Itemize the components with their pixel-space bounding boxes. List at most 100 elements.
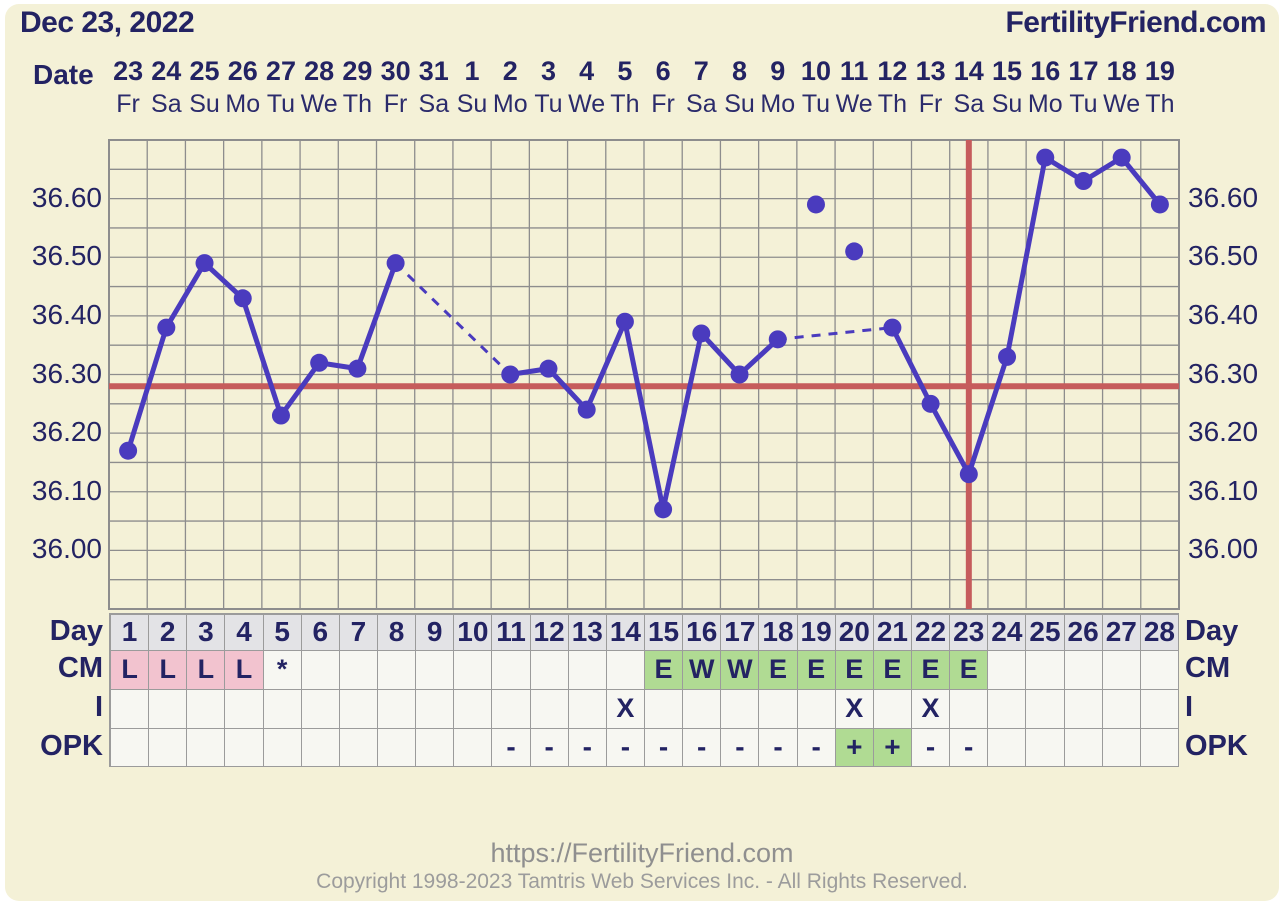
intercourse-cell-day-12[interactable] <box>530 690 569 729</box>
opk-cell-day-24[interactable] <box>988 729 1027 767</box>
day-header-cell-14[interactable]: 14 <box>606 615 645 651</box>
day-header-cell-17[interactable]: 17 <box>721 615 760 651</box>
temp-point-day-21[interactable] <box>883 318 902 337</box>
cm-cell-day-24[interactable] <box>988 651 1027 690</box>
day-header-cell-2[interactable]: 2 <box>149 615 188 651</box>
temp-point-day-27[interactable] <box>1112 148 1131 167</box>
intercourse-cell-day-14[interactable]: X <box>606 690 645 729</box>
opk-cell-day-3[interactable] <box>187 729 226 767</box>
day-header-cell-27[interactable]: 27 <box>1102 615 1141 651</box>
day-header-cell-6[interactable]: 6 <box>301 615 340 651</box>
intercourse-cell-day-21[interactable] <box>873 690 912 729</box>
day-header-cell-24[interactable]: 24 <box>988 615 1027 651</box>
opk-cell-day-2[interactable] <box>149 729 188 767</box>
opk-cell-day-13[interactable]: - <box>568 729 607 767</box>
opk-cell-day-22[interactable]: - <box>911 729 951 767</box>
day-header-cell-7[interactable]: 7 <box>339 615 378 651</box>
day-header-cell-16[interactable]: 16 <box>683 615 722 651</box>
temp-point-day-5[interactable] <box>271 406 290 425</box>
day-header-cell-9[interactable]: 9 <box>416 615 455 651</box>
intercourse-cell-day-23[interactable] <box>950 690 989 729</box>
day-header-cell-26[interactable]: 26 <box>1064 615 1103 651</box>
cm-cell-day-2[interactable]: L <box>149 651 188 690</box>
opk-cell-day-6[interactable] <box>301 729 340 767</box>
opk-cell-day-18[interactable]: - <box>759 729 798 767</box>
day-header-cell-28[interactable]: 28 <box>1140 615 1179 651</box>
opk-cell-day-28[interactable] <box>1140 729 1179 767</box>
intercourse-cell-day-3[interactable] <box>187 690 226 729</box>
opk-cell-day-14[interactable]: - <box>606 729 645 767</box>
intercourse-cell-day-22[interactable]: X <box>911 690 951 729</box>
day-header-cell-5[interactable]: 5 <box>263 615 302 651</box>
temp-point-day-22[interactable] <box>921 394 940 413</box>
cm-cell-day-28[interactable] <box>1140 651 1179 690</box>
opk-cell-day-7[interactable] <box>339 729 378 767</box>
opk-cell-day-8[interactable] <box>377 729 417 767</box>
opk-cell-day-23[interactable]: - <box>950 729 989 767</box>
temp-point-day-14[interactable] <box>615 312 634 331</box>
intercourse-cell-day-7[interactable] <box>339 690 378 729</box>
temp-point-day-12[interactable] <box>539 359 558 378</box>
opk-cell-day-10[interactable] <box>454 729 493 767</box>
day-header-cell-21[interactable]: 21 <box>873 615 912 651</box>
temp-point-day-7[interactable] <box>348 359 367 378</box>
cm-cell-day-16[interactable]: W <box>683 651 722 690</box>
temp-point-day-2[interactable] <box>157 318 176 337</box>
opk-cell-day-25[interactable] <box>1026 729 1065 767</box>
opk-cell-day-19[interactable]: - <box>797 729 836 767</box>
opk-cell-day-12[interactable]: - <box>530 729 569 767</box>
temp-point-day-8[interactable] <box>386 254 405 273</box>
intercourse-cell-day-4[interactable] <box>225 690 264 729</box>
intercourse-cell-day-10[interactable] <box>454 690 493 729</box>
day-header-cell-25[interactable]: 25 <box>1026 615 1065 651</box>
intercourse-cell-day-20[interactable]: X <box>835 690 874 729</box>
temp-point-day-15[interactable] <box>654 500 673 519</box>
temp-point-day-11[interactable] <box>501 365 520 384</box>
day-header-cell-1[interactable]: 1 <box>111 615 150 651</box>
temp-point-day-28[interactable] <box>1150 195 1169 214</box>
cm-cell-day-21[interactable]: E <box>873 651 912 690</box>
discarded-temp-point-day-20[interactable] <box>845 242 864 261</box>
intercourse-cell-day-17[interactable] <box>721 690 760 729</box>
temp-point-day-23[interactable] <box>959 465 978 484</box>
cm-cell-day-19[interactable]: E <box>797 651 836 690</box>
day-header-cell-10[interactable]: 10 <box>454 615 493 651</box>
cm-cell-day-3[interactable]: L <box>187 651 226 690</box>
intercourse-cell-day-11[interactable] <box>492 690 531 729</box>
intercourse-cell-day-5[interactable] <box>263 690 302 729</box>
cm-cell-day-7[interactable] <box>339 651 378 690</box>
day-header-cell-3[interactable]: 3 <box>187 615 226 651</box>
day-header-cell-20[interactable]: 20 <box>835 615 874 651</box>
intercourse-cell-day-6[interactable] <box>301 690 340 729</box>
temp-point-day-18[interactable] <box>768 330 787 349</box>
day-header-cell-23[interactable]: 23 <box>950 615 989 651</box>
cm-cell-day-25[interactable] <box>1026 651 1065 690</box>
temp-point-day-3[interactable] <box>195 254 214 273</box>
cm-cell-day-22[interactable]: E <box>911 651 951 690</box>
cm-cell-day-6[interactable] <box>301 651 340 690</box>
intercourse-cell-day-8[interactable] <box>377 690 417 729</box>
footer-url-link[interactable]: https://FertilityFriend.com <box>490 838 794 868</box>
opk-cell-day-5[interactable] <box>263 729 302 767</box>
day-header-cell-22[interactable]: 22 <box>911 615 951 651</box>
cm-cell-day-26[interactable] <box>1064 651 1103 690</box>
intercourse-cell-day-24[interactable] <box>988 690 1027 729</box>
intercourse-cell-day-9[interactable] <box>416 690 455 729</box>
opk-cell-day-16[interactable]: - <box>683 729 722 767</box>
intercourse-cell-day-25[interactable] <box>1026 690 1065 729</box>
cm-cell-day-10[interactable] <box>454 651 493 690</box>
temp-point-day-4[interactable] <box>233 289 252 308</box>
intercourse-cell-day-16[interactable] <box>683 690 722 729</box>
temp-point-day-25[interactable] <box>1036 148 1055 167</box>
cm-cell-day-23[interactable]: E <box>950 651 989 690</box>
opk-cell-day-17[interactable]: - <box>721 729 760 767</box>
intercourse-cell-day-13[interactable] <box>568 690 607 729</box>
cm-cell-day-11[interactable] <box>492 651 531 690</box>
intercourse-cell-day-18[interactable] <box>759 690 798 729</box>
intercourse-cell-day-19[interactable] <box>797 690 836 729</box>
cm-cell-day-1[interactable]: L <box>111 651 150 690</box>
cm-cell-day-9[interactable] <box>416 651 455 690</box>
opk-cell-day-27[interactable] <box>1102 729 1141 767</box>
cm-cell-day-14[interactable] <box>606 651 645 690</box>
day-header-cell-12[interactable]: 12 <box>530 615 569 651</box>
